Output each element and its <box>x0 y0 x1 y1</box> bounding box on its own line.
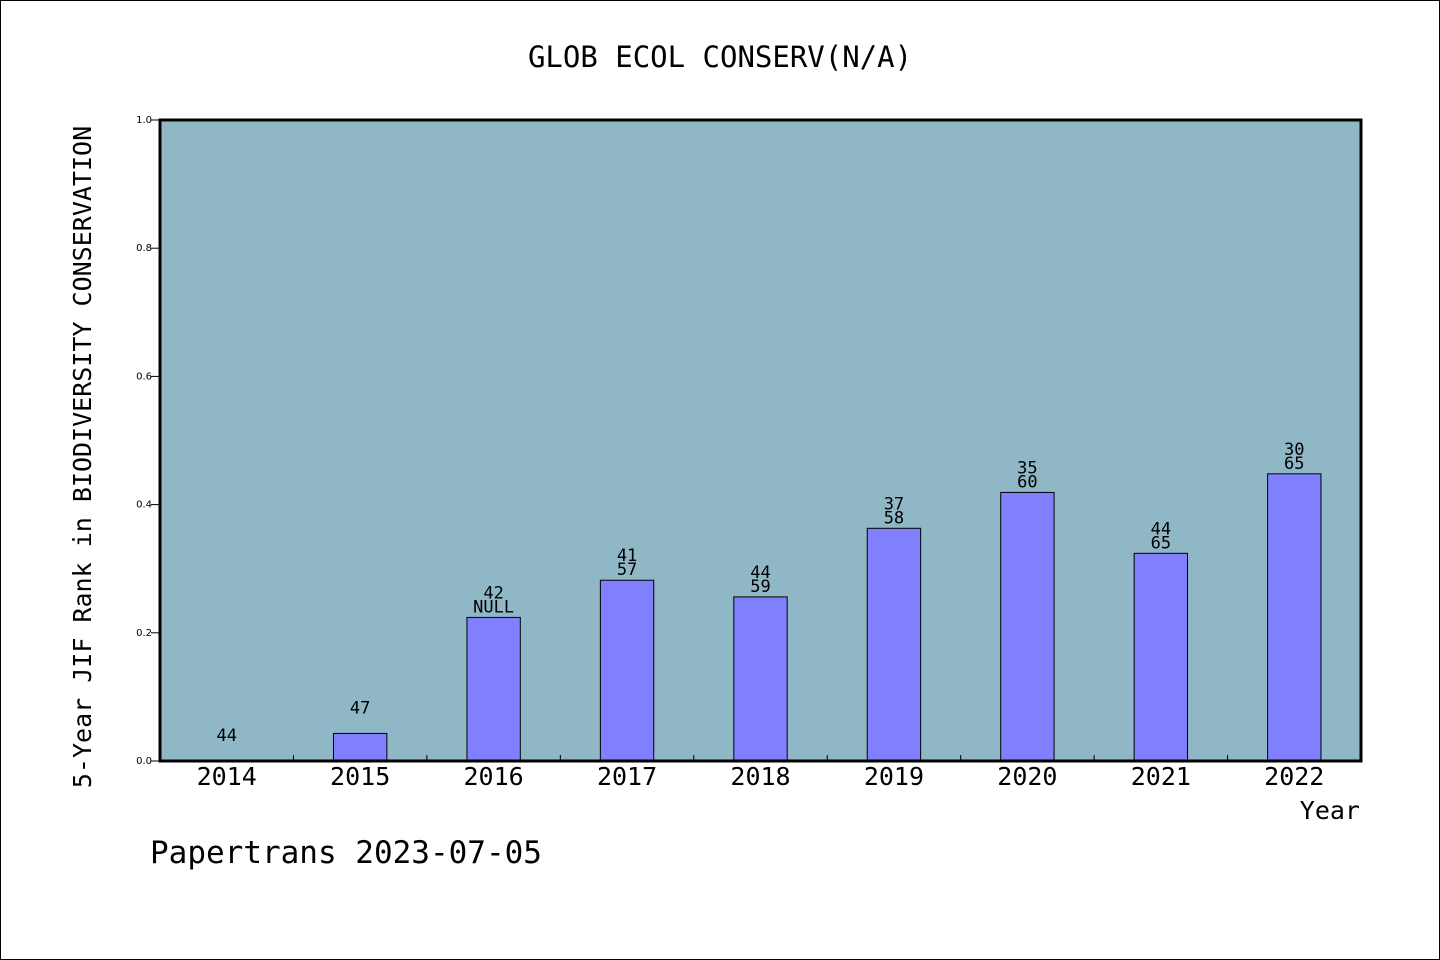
bar-label-top: 30 <box>1284 440 1304 460</box>
bar-label-top: 35 <box>1017 458 1037 478</box>
bar-label: 47 <box>350 698 370 718</box>
bar-2021 <box>1133 552 1189 762</box>
bar-label-bottom: 59 <box>750 577 770 597</box>
x-tick-label: 2021 <box>1131 762 1191 791</box>
x-tick-label: 2018 <box>730 762 790 791</box>
bar-label: 44 <box>216 726 236 746</box>
bar-label-bottom: 57 <box>617 560 637 580</box>
bar-label-top: 44 <box>1151 519 1171 539</box>
x-axis: 2014 2015 2016 2017 2018 2019 2020 2021 2022 <box>197 755 1324 791</box>
bar-label-top: 37 <box>884 494 904 514</box>
bar-label-bottom: 58 <box>884 508 904 528</box>
bars <box>199 473 1322 762</box>
bar-label-top: 42 <box>483 583 503 603</box>
bar-label-top: 41 <box>617 546 637 566</box>
y-tick-label: 1.0 <box>136 115 152 126</box>
bar-label-bottom: NULL <box>473 597 514 617</box>
bar-2019 <box>866 527 922 762</box>
footer-credit: Papertrans 2023-07-05 <box>150 835 542 871</box>
y-axis: 0.0 0.2 0.4 0.6 0.8 1.0 <box>136 115 160 767</box>
x-tick-label: 2020 <box>997 762 1057 791</box>
x-axis-label: Year <box>1300 796 1360 825</box>
bar-label-bottom: 60 <box>1017 472 1037 492</box>
bar-label-top: 44 <box>750 563 770 583</box>
y-tick-label: 0.2 <box>136 628 152 639</box>
bar-label-bottom: 65 <box>1284 454 1304 474</box>
plot-border <box>158 118 1363 763</box>
bar-2018 <box>733 596 788 762</box>
x-tick-label: 2014 <box>197 762 257 791</box>
y-axis-label: 5-Year JIF Rank in BIODIVERSITY CONSERVA… <box>68 126 97 788</box>
x-tick-label: 2016 <box>464 762 524 791</box>
x-tick-label: 2015 <box>330 762 390 791</box>
y-tick-label: 0.0 <box>136 756 152 767</box>
chart-title: GLOB ECOL CONSERV(N/A) <box>528 40 912 74</box>
bar-2015 <box>332 732 388 762</box>
x-tick-label: 2017 <box>597 762 657 791</box>
x-tick-label: 2022 <box>1264 762 1324 791</box>
bar-2022 <box>1267 473 1322 762</box>
bar-2020 <box>1000 491 1055 762</box>
y-tick-label: 0.4 <box>136 500 152 511</box>
bar-2016 <box>466 616 521 762</box>
bar-2017 <box>599 579 655 762</box>
y-tick-label: 0.8 <box>136 243 152 254</box>
x-tick-label: 2019 <box>864 762 924 791</box>
y-tick-label: 0.6 <box>136 371 152 382</box>
bar-label-bottom: 65 <box>1151 533 1171 553</box>
